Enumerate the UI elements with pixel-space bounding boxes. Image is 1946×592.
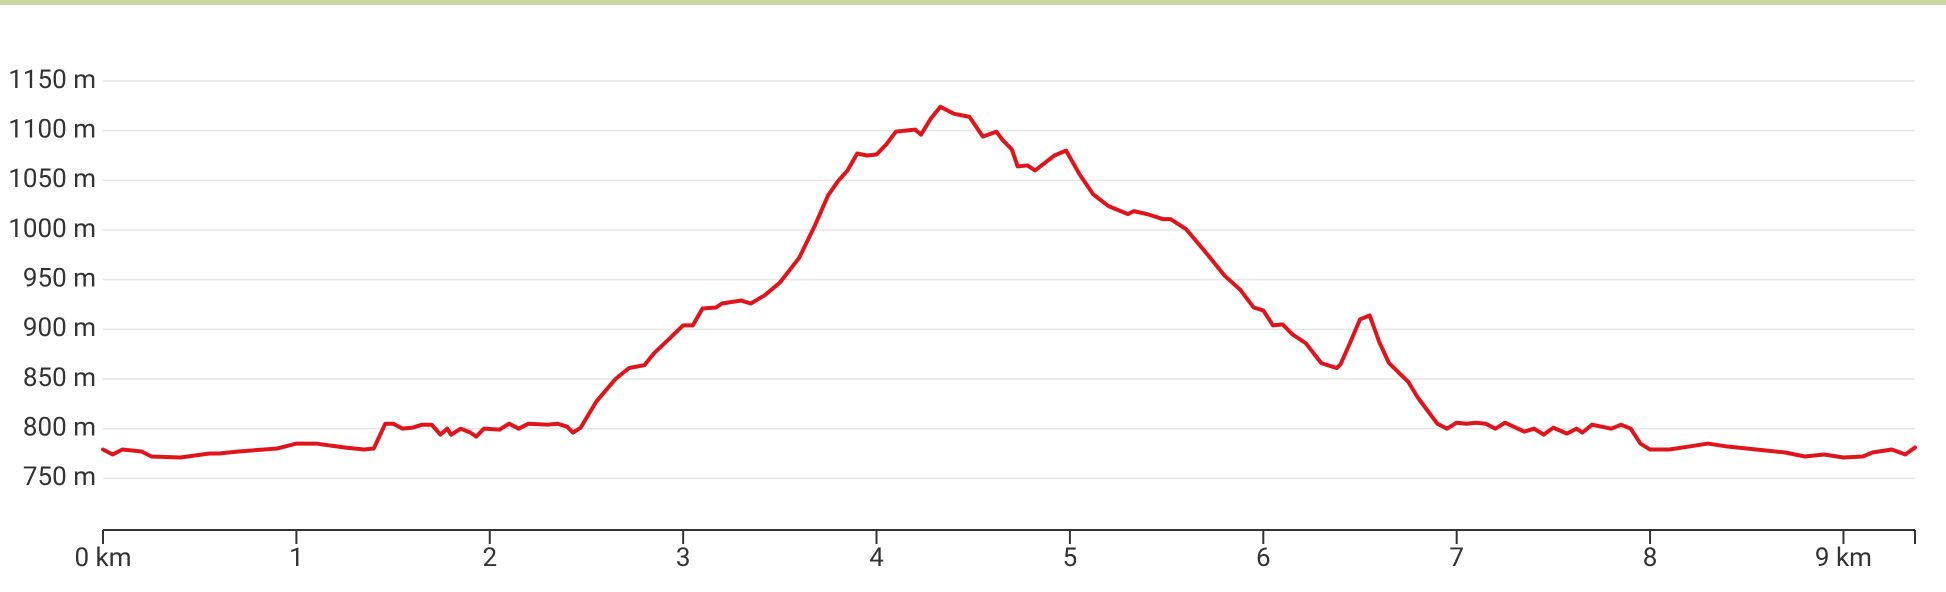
x-tick-label: 6 (1256, 543, 1271, 573)
y-tick-label: 1150 m (8, 65, 96, 95)
y-tick-label: 950 m (23, 264, 96, 294)
y-tick-label: 1000 m (8, 214, 96, 244)
x-tick-label: 0 km (74, 543, 131, 573)
y-tick-label: 800 m (23, 413, 96, 443)
y-tick-label: 850 m (23, 363, 96, 393)
y-tick-label: 1100 m (8, 115, 96, 145)
x-tick-label: 5 (1063, 543, 1078, 573)
x-tick-label: 4 (869, 543, 884, 573)
x-tick-label: 1 (289, 543, 304, 573)
x-tick-label: 8 (1643, 543, 1658, 573)
x-tick-label: 3 (676, 543, 691, 573)
x-tick-label: 9 km (1815, 543, 1872, 573)
y-tick-label: 750 m (23, 462, 96, 492)
y-tick-label: 1050 m (8, 164, 96, 194)
y-tick-label: 900 m (23, 313, 96, 343)
x-tick-label: 7 (1449, 543, 1464, 573)
elevation-line (101, 104, 1917, 460)
x-tick-label: 2 (482, 543, 497, 573)
map-edge (0, 0, 1946, 5)
